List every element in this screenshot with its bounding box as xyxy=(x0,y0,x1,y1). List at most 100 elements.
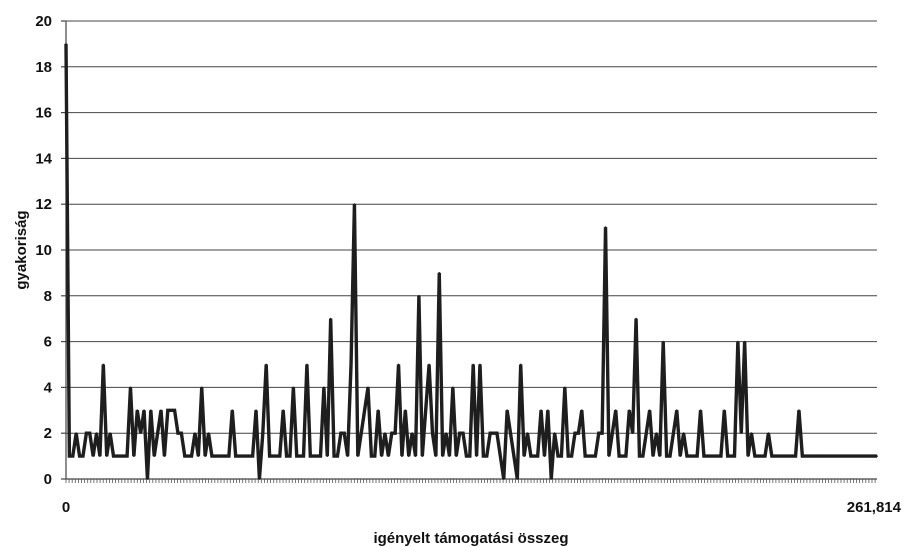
data-point xyxy=(794,455,797,457)
data-point xyxy=(876,455,878,457)
data-point xyxy=(533,455,536,457)
data-point xyxy=(173,409,176,412)
data-point xyxy=(285,455,288,457)
data-point xyxy=(377,409,380,412)
data-point xyxy=(149,409,152,412)
data-point xyxy=(472,363,475,366)
data-point xyxy=(692,455,695,457)
data-point xyxy=(489,432,492,435)
data-point xyxy=(234,455,237,457)
data-point xyxy=(153,455,156,457)
data-point xyxy=(496,432,498,435)
data-point xyxy=(88,432,91,435)
data-point xyxy=(329,317,332,320)
data-point xyxy=(757,455,760,457)
data-point xyxy=(563,386,566,389)
data-point xyxy=(502,478,505,480)
data-point xyxy=(557,455,559,457)
y-tick-label: 0 xyxy=(44,471,52,488)
data-point xyxy=(462,432,464,435)
data-point xyxy=(482,455,485,457)
data-point xyxy=(838,455,841,457)
data-point xyxy=(306,363,308,366)
y-tick-label: 6 xyxy=(44,334,52,351)
data-point xyxy=(764,455,766,457)
data-point xyxy=(519,363,522,366)
data-point xyxy=(414,455,417,457)
data-point xyxy=(170,409,173,412)
data-point xyxy=(604,226,607,229)
data-point xyxy=(777,455,780,457)
data-point xyxy=(166,409,169,412)
data-point xyxy=(102,363,105,366)
data-point xyxy=(302,455,305,457)
data-point xyxy=(842,455,844,457)
data-point xyxy=(686,455,688,457)
data-point xyxy=(791,455,794,457)
data-point xyxy=(655,432,658,435)
data-point xyxy=(536,455,539,457)
data-point xyxy=(309,455,312,457)
y-tick-label: 12 xyxy=(35,196,52,213)
data-point xyxy=(753,455,756,457)
data-point xyxy=(316,455,318,457)
data-point xyxy=(567,455,570,457)
data-point xyxy=(367,386,369,389)
data-point xyxy=(177,432,179,435)
data-point xyxy=(716,455,719,457)
y-tick-label: 18 xyxy=(35,59,52,76)
data-point xyxy=(811,455,814,457)
data-point xyxy=(523,455,525,457)
data-point xyxy=(679,455,682,457)
data-point xyxy=(424,409,427,412)
data-point xyxy=(709,455,712,457)
data-point xyxy=(584,455,587,457)
data-point xyxy=(706,455,709,457)
data-point xyxy=(872,455,875,457)
data-point xyxy=(723,409,726,412)
y-tick-label: 2 xyxy=(44,425,52,442)
data-point xyxy=(516,478,519,480)
data-point xyxy=(767,432,770,435)
data-point xyxy=(475,455,478,457)
data-point xyxy=(231,409,234,412)
data-point xyxy=(183,455,186,457)
data-point xyxy=(770,455,773,457)
data-point xyxy=(217,455,220,457)
data-point xyxy=(370,455,373,457)
data-point xyxy=(445,432,447,435)
data-point xyxy=(322,386,325,389)
data-point xyxy=(265,363,268,366)
data-point xyxy=(845,455,848,457)
data-point xyxy=(784,455,787,457)
data-point xyxy=(611,432,614,435)
data-point xyxy=(825,455,827,457)
data-point xyxy=(631,432,634,435)
data-point xyxy=(401,455,403,457)
data-point xyxy=(132,455,135,457)
data-point xyxy=(468,455,471,457)
data-point xyxy=(126,455,128,457)
data-point xyxy=(550,478,553,480)
data-point xyxy=(268,455,271,457)
data-point xyxy=(411,432,414,435)
data-point xyxy=(855,455,858,457)
data-point xyxy=(407,455,410,457)
data-point xyxy=(526,432,529,435)
data-point xyxy=(451,386,454,389)
data-point xyxy=(224,455,227,457)
data-point xyxy=(821,455,824,457)
data-point xyxy=(421,455,424,457)
data-point xyxy=(574,432,576,435)
data-point xyxy=(387,455,390,457)
data-point xyxy=(333,455,335,457)
data-point xyxy=(652,455,654,457)
data-point xyxy=(373,455,376,457)
data-point xyxy=(492,432,495,435)
data-point xyxy=(658,455,661,457)
data-point xyxy=(540,409,542,412)
data-point xyxy=(275,455,278,457)
data-point xyxy=(156,432,159,435)
data-point xyxy=(781,455,783,457)
data-point xyxy=(597,432,600,435)
